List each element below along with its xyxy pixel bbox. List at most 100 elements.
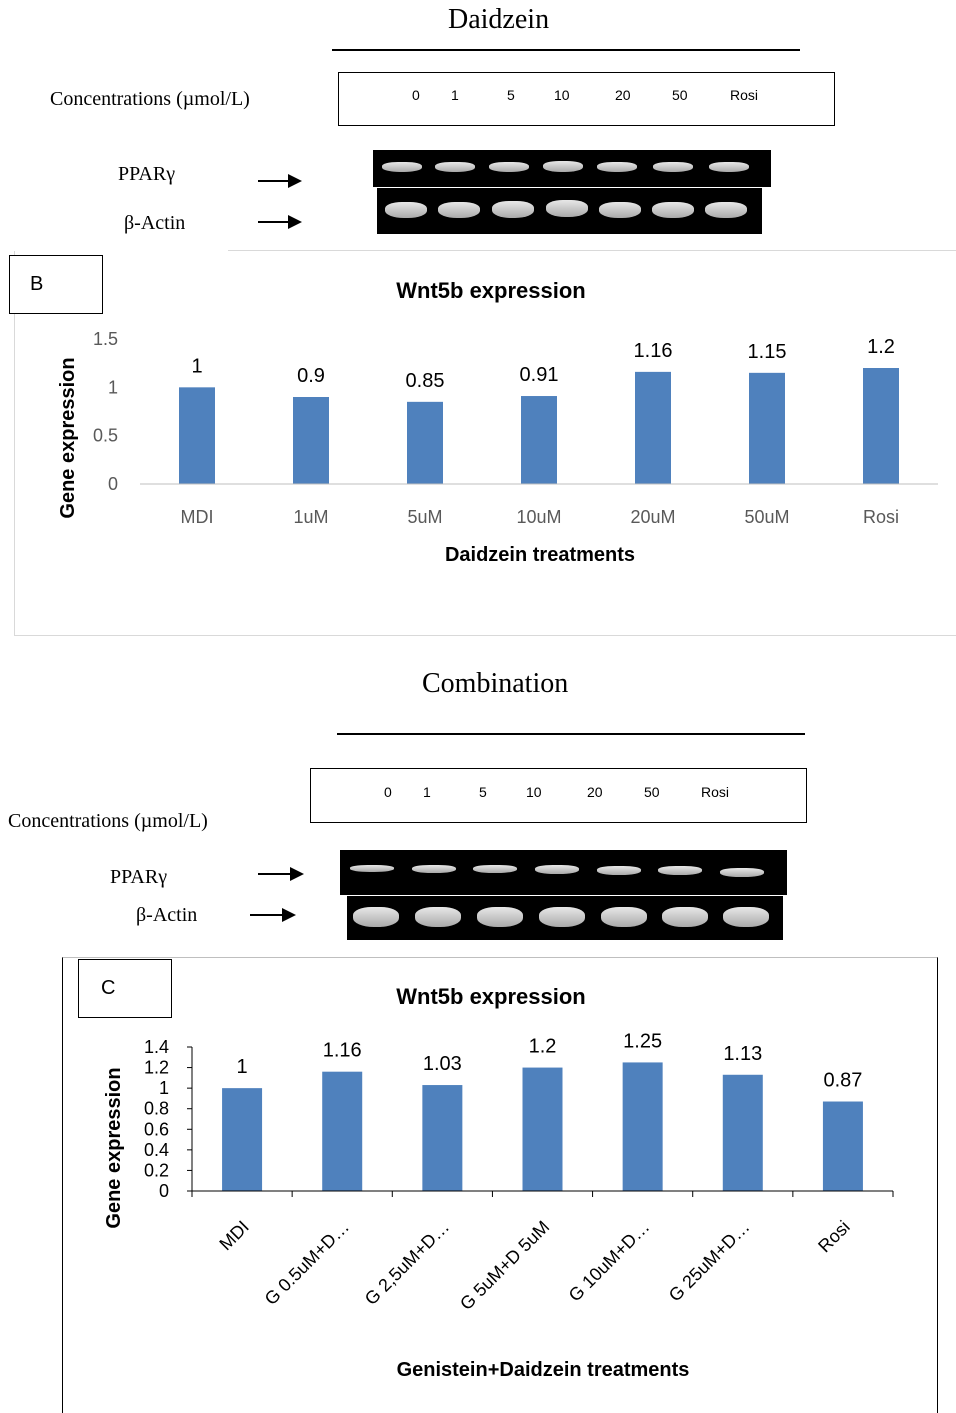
y-tick-label: 1 xyxy=(159,1078,169,1098)
section2-conc-3: 10 xyxy=(526,784,542,800)
gel-band xyxy=(535,865,579,874)
section2-actin-label: β-Actin xyxy=(136,904,198,926)
section1-concentration-box: 0 1 5 10 20 50 Rosi xyxy=(338,72,835,126)
category-label: 20uM xyxy=(630,507,675,527)
section2-actin-arrow-icon xyxy=(250,908,296,922)
x-axis-label: Genistein+Daidzein treatments xyxy=(397,1359,690,1381)
section1-concentration-label: Concentrations (µmol/L) xyxy=(50,88,250,110)
gel-band xyxy=(412,865,456,873)
section2-title-rule xyxy=(337,733,805,735)
bar xyxy=(422,1085,463,1191)
data-label: 1.16 xyxy=(634,340,673,362)
bar xyxy=(822,1101,863,1191)
panel-c-letter: C xyxy=(101,977,116,999)
category-label: MDI xyxy=(181,507,214,527)
section1-conc-0: 0 xyxy=(412,87,420,103)
gel-band xyxy=(597,162,637,172)
section1-conc-1: 1 xyxy=(451,87,459,103)
bar xyxy=(635,371,671,484)
y-axis-label: Gene expression xyxy=(57,357,79,518)
chart-b-top-rule xyxy=(228,250,956,251)
y-tick-label: 1.4 xyxy=(144,1037,169,1057)
bar xyxy=(863,368,899,484)
bar xyxy=(407,401,443,484)
chart-c-frame xyxy=(62,957,938,1413)
data-label: 1.25 xyxy=(623,1030,662,1052)
section1-conc-4: 20 xyxy=(615,87,631,103)
section1-ppar-gel xyxy=(373,150,771,187)
y-tick-label: 0.4 xyxy=(144,1140,169,1160)
data-label: 0.9 xyxy=(297,365,325,387)
data-label: 1.2 xyxy=(867,336,895,358)
section2-conc-0: 0 xyxy=(384,784,392,800)
category-label: 10uM xyxy=(516,507,561,527)
section1-actin-arrow-icon xyxy=(258,215,302,229)
y-tick-label: 1.2 xyxy=(144,1058,169,1078)
gel-band xyxy=(662,907,708,927)
gel-band xyxy=(489,162,529,172)
bar xyxy=(722,1074,763,1191)
gel-band xyxy=(720,868,764,877)
y-axis-label: Gene expression xyxy=(103,1067,125,1228)
bar xyxy=(293,397,329,484)
data-label: 0.91 xyxy=(520,364,559,386)
data-label: 1 xyxy=(191,355,202,377)
panel-b-letter: B xyxy=(30,273,44,295)
gel-band xyxy=(382,162,422,172)
panel-b-label-box: B xyxy=(9,255,103,314)
gel-band xyxy=(477,907,523,927)
chart-title: Wnt5b expression xyxy=(396,278,585,303)
section1-conc-6: Rosi xyxy=(730,87,759,103)
y-tick-label: 0 xyxy=(159,1181,169,1201)
gel-band xyxy=(415,907,461,927)
y-tick-label: 0 xyxy=(108,474,118,494)
section2-concentration-box: 0 1 5 10 20 50 Rosi xyxy=(310,768,807,823)
gel-band xyxy=(473,865,517,873)
data-label: 1.13 xyxy=(723,1043,762,1065)
data-label: 1 xyxy=(237,1056,248,1078)
chart-title: Wnt5b expression xyxy=(396,984,585,1009)
gel-band xyxy=(599,202,641,218)
y-tick-label: 0.2 xyxy=(144,1160,169,1180)
section2-ppar-gel xyxy=(340,850,787,895)
section1-conc-5: 50 xyxy=(672,87,688,103)
section1-conc-3: 10 xyxy=(554,87,570,103)
gel-band xyxy=(652,202,694,218)
gel-band xyxy=(601,907,647,927)
data-label: 1.16 xyxy=(323,1040,362,1062)
gel-band xyxy=(543,161,583,172)
panel-c-label-box: C xyxy=(78,959,172,1018)
bar xyxy=(322,1071,363,1191)
gel-band xyxy=(435,162,475,172)
chart-b-frame xyxy=(14,251,956,636)
gel-band xyxy=(658,866,702,875)
category-label: 5uM xyxy=(407,507,442,527)
gel-band xyxy=(350,865,394,872)
section2-title: Combination xyxy=(422,668,569,699)
section2-ppar-label: PPARγ xyxy=(110,866,168,888)
section1-ppar-label: PPARγ xyxy=(118,163,176,185)
section1-title: Daidzein xyxy=(448,4,550,35)
section2-conc-1: 1 xyxy=(423,784,431,800)
gel-band xyxy=(539,907,585,927)
bar xyxy=(179,387,215,484)
gel-band xyxy=(597,866,641,875)
data-label: 0.87 xyxy=(823,1070,862,1092)
y-tick-label: 0.6 xyxy=(144,1119,169,1139)
section2-conc-5: 50 xyxy=(644,784,660,800)
gel-band xyxy=(546,200,588,217)
bar xyxy=(222,1088,263,1191)
y-tick-label: 0.8 xyxy=(144,1099,169,1119)
section2-conc-2: 5 xyxy=(479,784,487,800)
category-label: Rosi xyxy=(863,507,899,527)
section2-concentration-label: Concentrations (µmol/L) xyxy=(8,810,208,832)
section2-actin-gel xyxy=(347,896,783,940)
bar xyxy=(622,1062,663,1191)
gel-band xyxy=(438,202,480,218)
section1-actin-label: β-Actin xyxy=(124,212,186,234)
data-label: 1.15 xyxy=(748,341,787,363)
gel-band xyxy=(705,202,747,218)
gel-band xyxy=(723,907,769,927)
section2-ppar-arrow-icon xyxy=(258,867,304,881)
